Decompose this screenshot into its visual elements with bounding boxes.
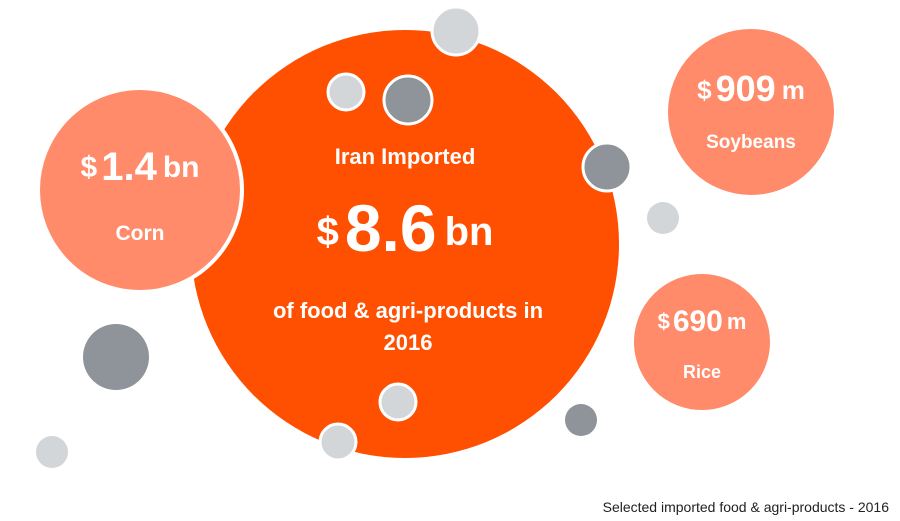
decorative-dot	[382, 74, 434, 126]
soybeans-unit: m	[781, 75, 805, 105]
corn-value: $1.4 bn	[40, 145, 240, 190]
decorative-dot	[326, 72, 366, 112]
soybeans-number: 909	[715, 68, 776, 109]
corn-unit: bn	[162, 151, 200, 184]
total-unit: bn	[444, 210, 494, 254]
total-description: of food & agri-products in 2016	[250, 295, 566, 359]
rice-unit: m	[726, 309, 747, 334]
decorative-dot	[647, 202, 679, 234]
soybeans-value: $909 m	[661, 68, 841, 110]
decorative-dot	[36, 436, 68, 468]
corn-currency: $	[80, 151, 98, 184]
total-heading: Iran Imported	[334, 144, 476, 169]
total-number: 8.6	[344, 191, 437, 265]
rice-label: Rice	[682, 362, 722, 382]
total-value: $8.6 bn	[260, 190, 550, 266]
soybeans-currency: $	[697, 75, 712, 105]
total-bubble	[191, 30, 619, 458]
decorative-dots-front	[318, 5, 633, 462]
decorative-dot	[83, 324, 149, 390]
rice-currency: $	[657, 309, 670, 334]
total-description-line2: 2016	[383, 330, 433, 355]
decorative-dot	[430, 5, 482, 57]
total-currency: $	[316, 210, 339, 254]
decorative-dot	[378, 382, 418, 422]
total-description-line1: of food & agri-products in	[272, 298, 544, 323]
rice-value: $690 m	[627, 305, 777, 339]
rice-bubble	[630, 270, 774, 414]
source-note: Selected imported food & agri-products -…	[602, 499, 889, 515]
decorative-dot	[318, 422, 358, 462]
corn-label: Corn	[115, 222, 165, 245]
decorative-dot	[565, 404, 597, 436]
corn-bubble	[36, 86, 244, 294]
corn-number: 1.4	[101, 145, 157, 189]
rice-number: 690	[672, 305, 723, 338]
decorative-dot	[581, 141, 633, 193]
soybeans-label: Soybeans	[706, 132, 796, 153]
soybeans-bubble	[664, 25, 838, 199]
decorative-dots	[36, 202, 679, 468]
